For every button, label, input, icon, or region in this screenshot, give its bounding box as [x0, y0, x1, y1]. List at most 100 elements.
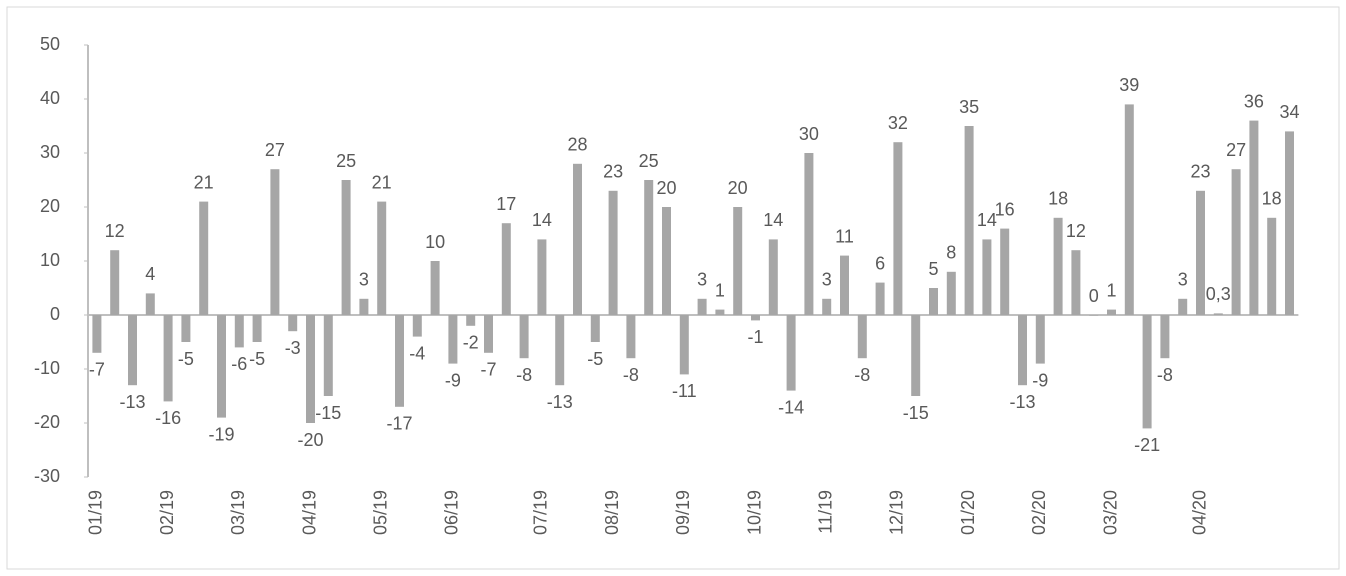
bar: [786, 315, 796, 391]
data-label: 10: [425, 232, 445, 252]
y-tick-label: 20: [40, 196, 60, 216]
bar: [1267, 217, 1277, 315]
bar: [911, 315, 921, 396]
bar: [555, 315, 565, 386]
data-label: 14: [763, 210, 783, 230]
bar: [715, 309, 725, 315]
bar: [662, 207, 671, 315]
bar: [875, 282, 885, 315]
data-label: 25: [639, 151, 659, 171]
bar: [1124, 104, 1134, 316]
bar: [252, 315, 262, 342]
chart-border: [6, 6, 1340, 570]
bar: [92, 315, 102, 353]
data-label: -8: [1157, 365, 1173, 385]
x-tick-label: 08/19: [602, 490, 622, 535]
data-label: 23: [1190, 162, 1210, 182]
x-tick-label: 06/19: [442, 490, 462, 535]
data-label: 23: [603, 162, 623, 182]
data-label: 18: [1262, 189, 1282, 209]
bar: [128, 315, 137, 386]
bar: [217, 315, 226, 418]
data-label: 21: [372, 172, 392, 192]
data-label: -17: [386, 414, 412, 434]
bar: [519, 315, 529, 359]
data-label: 12: [105, 221, 125, 241]
data-label: 11: [835, 226, 854, 246]
bar: [412, 315, 422, 337]
bar: [857, 315, 867, 359]
data-label: 3: [697, 270, 707, 290]
data-label: -5: [587, 349, 603, 369]
x-tick-label: 03/19: [228, 490, 248, 535]
bar: [1249, 120, 1259, 315]
data-label: -5: [249, 349, 265, 369]
data-label: 14: [532, 210, 552, 230]
bar: [448, 315, 458, 364]
data-label: -16: [155, 408, 181, 428]
x-tick-label: 04/19: [299, 490, 319, 535]
data-label: -15: [315, 403, 341, 423]
bar: [964, 126, 974, 315]
data-label: 35: [959, 97, 979, 117]
x-tick-label: 12/19: [887, 490, 907, 535]
data-label: 3: [822, 270, 832, 290]
x-tick-label: 01/19: [86, 490, 106, 535]
bar: [626, 315, 636, 359]
data-label: -8: [623, 365, 639, 385]
data-label: -9: [1032, 370, 1048, 390]
bar: [946, 271, 956, 315]
bar: [893, 142, 903, 315]
data-label: 3: [359, 270, 369, 290]
bar: [1213, 313, 1223, 315]
x-tick-label: 03/20: [1100, 490, 1120, 535]
bar: [537, 239, 547, 315]
y-tick-label: -10: [34, 358, 60, 378]
bar: [1196, 190, 1205, 315]
data-label: 20: [728, 178, 748, 198]
bar: [501, 223, 511, 315]
data-label: 14: [977, 210, 997, 230]
bar: [234, 315, 244, 348]
data-label: -13: [119, 392, 145, 412]
data-label: 1: [1106, 280, 1116, 300]
bar: [145, 293, 155, 315]
bar: [733, 207, 743, 315]
x-tick-label: 01/20: [958, 490, 978, 535]
data-label: 17: [496, 194, 516, 214]
data-label: 20: [656, 178, 676, 198]
x-tick-label: 04/20: [1189, 490, 1209, 535]
y-tick-label: 10: [40, 250, 60, 270]
bar: [590, 315, 600, 342]
bar: [1035, 315, 1045, 364]
bar: [466, 315, 476, 326]
data-label: 25: [336, 151, 356, 171]
x-tick-label: 02/19: [157, 490, 177, 535]
data-label: -7: [89, 360, 105, 380]
data-label: 1: [715, 280, 725, 300]
data-label: -2: [463, 333, 479, 353]
data-label: 3: [1178, 270, 1188, 290]
y-tick-label: -20: [34, 412, 60, 432]
bar: [288, 315, 298, 332]
data-label: -5: [178, 349, 194, 369]
data-label: 12: [1066, 221, 1086, 241]
data-label: 27: [1226, 140, 1246, 160]
bar: [1107, 309, 1116, 315]
bar: [1285, 131, 1294, 315]
bar: [484, 315, 493, 353]
bar: [270, 169, 280, 315]
bar: [644, 180, 654, 315]
bar: [377, 201, 387, 315]
bar: [768, 239, 778, 315]
x-tick-label: 09/19: [673, 490, 693, 535]
data-label: 36: [1244, 91, 1264, 111]
bar: [679, 315, 689, 375]
y-tick-label: 0: [50, 304, 60, 324]
x-tick-label: 07/19: [531, 490, 551, 535]
data-label: -15: [903, 403, 929, 423]
data-label: 18: [1048, 189, 1068, 209]
bar: [697, 298, 707, 315]
data-label: 28: [567, 135, 587, 155]
